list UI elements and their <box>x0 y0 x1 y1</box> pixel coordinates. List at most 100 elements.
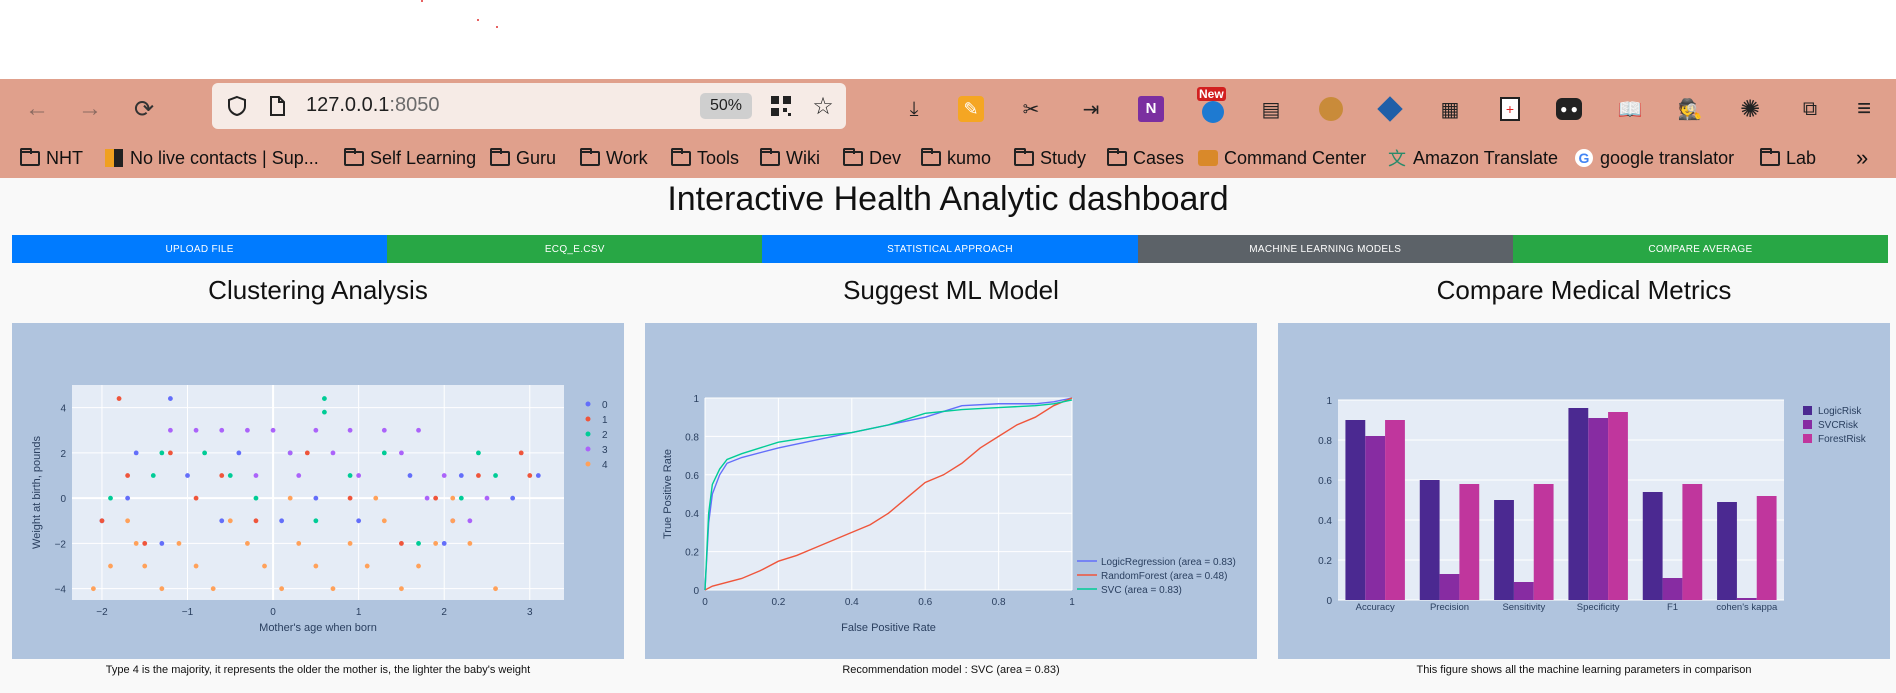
bookmark-cases[interactable]: Cases <box>1107 145 1184 171</box>
monkey-icon[interactable] <box>1315 93 1347 125</box>
folder-icon <box>490 149 510 167</box>
bookmark-tools[interactable]: Tools <box>671 145 739 171</box>
speck <box>496 26 498 28</box>
bookmark-lab[interactable]: Lab <box>1760 145 1816 171</box>
forward-icon[interactable]: → <box>74 93 106 125</box>
clustering-scatter-chart[interactable]: −2 −1 0 1 2 3 −4 −2 0 2 4 Mother's age when born Wei… <box>12 323 624 659</box>
shield-icon[interactable] <box>222 91 252 121</box>
tab-statistical-approach[interactable]: STATISTICAL APPROACH <box>762 235 1137 263</box>
legend-label-0: 0 <box>602 400 608 411</box>
tab-upload-file[interactable]: UPLOAD FILE <box>12 235 387 263</box>
roc-line-chart[interactable]: 0 0.2 0.4 0.6 0.8 1 0 0.2 0.4 0.6 0.8 1 False Positi… <box>645 323 1257 659</box>
bar-ForestRisk <box>1385 420 1405 600</box>
crossed-icon[interactable]: ✂ <box>1015 93 1047 125</box>
y-axis-label: Weight at birth, pounds <box>31 436 43 549</box>
scatter-point-4 <box>159 586 164 591</box>
zoom-indicator[interactable]: 50% <box>700 93 752 119</box>
scatter-point-2 <box>322 410 327 415</box>
mask-icon[interactable]: 🕵 <box>1674 93 1706 125</box>
scatter-point-0 <box>459 473 464 478</box>
scatter-point-2 <box>159 450 164 455</box>
scatter-point-4 <box>194 564 199 569</box>
bookmark-label: Tools <box>697 148 739 169</box>
tab-machine-learning-models[interactable]: MACHINE LEARNING MODELS <box>1138 235 1513 263</box>
extensions-icon[interactable]: ⧉ <box>1794 93 1826 125</box>
bookmark-dev[interactable]: Dev <box>843 145 901 171</box>
app-icon[interactable]: ▤ <box>1255 93 1287 125</box>
folder-icon <box>1760 149 1780 167</box>
menu-icon[interactable]: ≡ <box>1848 93 1880 125</box>
plot-area <box>705 398 1072 590</box>
diamond-icon[interactable] <box>1374 93 1406 125</box>
scatter-point-3 <box>425 496 430 501</box>
clipboard-icon[interactable]: + <box>1494 93 1526 125</box>
x-tick-label: F1 <box>1667 602 1678 613</box>
book-icon[interactable]: 📖 <box>1614 93 1646 125</box>
login-icon[interactable]: ⇥ <box>1075 93 1107 125</box>
bookmark-amazon-translate[interactable]: 文 Amazon Translate <box>1387 145 1558 171</box>
bookmark-self-learning[interactable]: Self Learning <box>344 145 476 171</box>
bookmark-work[interactable]: Work <box>580 145 648 171</box>
metrics-panel[interactable]: 0 0.2 0.4 0.6 0.8 1 Accuracy Precision Sensitivi… <box>1278 323 1890 659</box>
download-icon[interactable]: ⤓ <box>898 93 930 125</box>
y-tick-label: 0 <box>1326 596 1332 607</box>
y-tick-label: 0.6 <box>1318 476 1332 487</box>
bookmark-command-center[interactable]: Command Center <box>1198 145 1366 171</box>
address-bar[interactable]: 127.0.0.1:8050 50% ☆ <box>212 83 846 129</box>
scatter-point-2 <box>108 496 113 501</box>
x-tick-label: 2 <box>441 607 447 618</box>
scatter-point-4 <box>399 586 404 591</box>
onenote-icon[interactable]: N <box>1135 93 1167 125</box>
clustering-title: Clustering Analysis <box>12 275 624 306</box>
y-tick-label: 0.8 <box>1318 436 1332 447</box>
bookmark-nht[interactable]: NHT <box>20 145 83 171</box>
pencil-icon[interactable]: ✎ <box>955 93 987 125</box>
bookmark-study[interactable]: Study <box>1014 145 1086 171</box>
desktop-strip <box>0 0 1896 79</box>
scatter-point-0 <box>510 496 515 501</box>
star-icon[interactable]: ☆ <box>808 91 838 121</box>
roc-panel[interactable]: 0 0.2 0.4 0.6 0.8 1 0 0.2 0.4 0.6 0.8 1 False Positi… <box>645 323 1257 659</box>
clustering-panel[interactable]: −2 −1 0 1 2 3 −4 −2 0 2 4 Mother's age when born Wei… <box>12 323 624 659</box>
legend-label-0: LogicRegression (area = 0.83) <box>1101 557 1236 568</box>
bookmark-wiki[interactable]: Wiki <box>760 145 820 171</box>
qr-code-icon[interactable] <box>766 91 796 121</box>
new-badge-icon[interactable]: New <box>1197 93 1229 125</box>
plot-area <box>1338 400 1784 600</box>
x-tick-label: 0.2 <box>771 597 785 608</box>
bookmark-no-live-contacts[interactable]: No live contacts | Sup... <box>104 145 319 171</box>
sun-icon[interactable]: ✺ <box>1734 93 1766 125</box>
url-text[interactable]: 127.0.0.1:8050 <box>306 94 439 117</box>
page-icon[interactable] <box>262 91 292 121</box>
back-icon[interactable]: ← <box>21 93 53 125</box>
apps-icon[interactable]: ▦ <box>1434 93 1466 125</box>
y-tick-label: 2 <box>60 449 66 460</box>
x-tick-label: 0 <box>702 597 708 608</box>
glasses-icon[interactable]: ● ● <box>1553 93 1585 125</box>
scatter-point-1 <box>433 496 438 501</box>
scatter-point-4 <box>433 541 438 546</box>
y-tick-label: 0 <box>60 494 66 505</box>
scatter-point-2 <box>202 450 207 455</box>
speck <box>421 0 423 2</box>
bookmarks-overflow-icon[interactable]: » <box>1856 145 1868 171</box>
legend-marker-1 <box>586 417 591 422</box>
legend-label-LogicRisk: LogicRisk <box>1818 406 1862 417</box>
scatter-point-2 <box>476 450 481 455</box>
scatter-point-4 <box>296 541 301 546</box>
tab-ecq-e-csv[interactable]: ECQ_E.CSV <box>387 235 762 263</box>
bar-LogicRisk <box>1717 502 1737 600</box>
scatter-point-0 <box>313 496 318 501</box>
bookmark-kumo[interactable]: kumo <box>921 145 991 171</box>
scatter-point-2 <box>228 473 233 478</box>
bookmark-guru[interactable]: Guru <box>490 145 556 171</box>
folder-icon <box>671 149 691 167</box>
scatter-point-3 <box>296 473 301 478</box>
tab-compare-average[interactable]: COMPARE AVERAGE <box>1513 235 1888 263</box>
scatter-point-0 <box>185 473 190 478</box>
scatter-point-2 <box>151 473 156 478</box>
folder-icon <box>580 149 600 167</box>
metrics-bar-chart[interactable]: 0 0.2 0.4 0.6 0.8 1 Accuracy Precision Sensitivi… <box>1278 323 1890 659</box>
reload-icon[interactable]: ⟳ <box>128 93 160 125</box>
